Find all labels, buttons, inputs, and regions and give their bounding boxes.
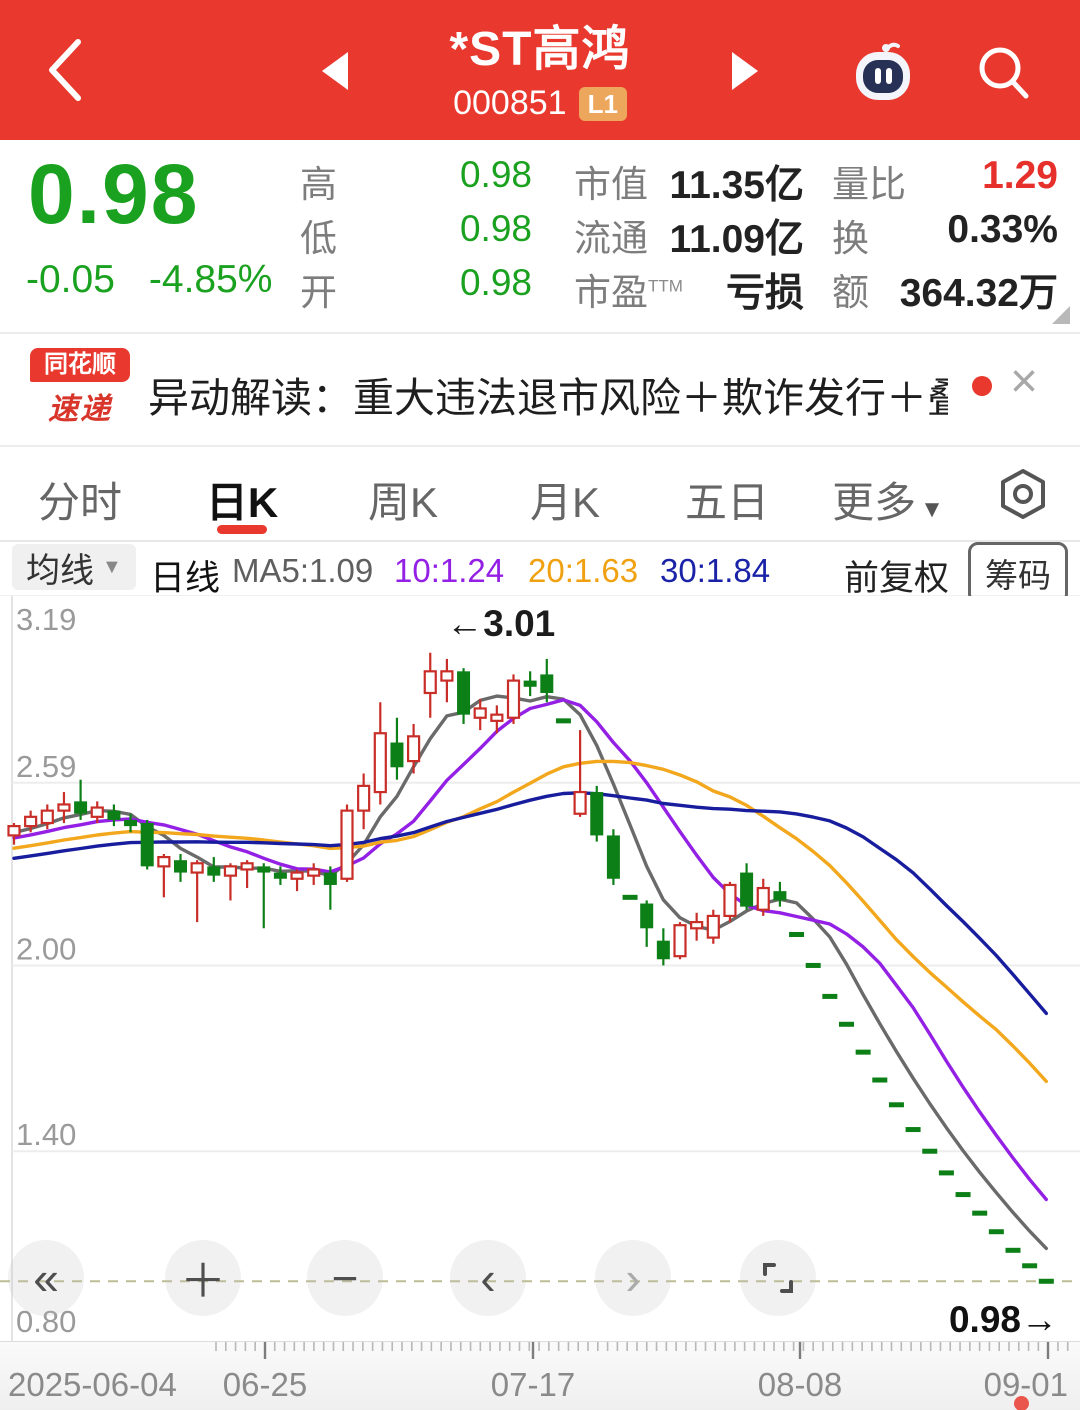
- pe-value: 亏损: [725, 272, 804, 315]
- tab-daily-k[interactable]: 日K: [205, 479, 279, 526]
- stock-title: *ST高鸿: [449, 23, 631, 76]
- svg-text:1.40: 1.40: [16, 1117, 76, 1152]
- ma5-legend: MA5:1.09: [232, 552, 374, 589]
- change-value: -0.05: [26, 258, 115, 301]
- back-icon[interactable]: [38, 34, 98, 106]
- x-axis: 2025-06-04 06-25 07-17 08-08 09-01: [0, 1341, 1080, 1410]
- svg-text:0.80: 0.80: [16, 1304, 76, 1339]
- title-block: *ST高鸿 000851 L1: [330, 24, 750, 123]
- kline-canvas[interactable]: 3.19 2.59 2.00 1.40 0.80 ←3.01 0.98→: [0, 596, 1080, 1346]
- ths-express-logo: 同花顺 速递: [30, 348, 130, 428]
- volratio-value: 1.29: [982, 154, 1058, 197]
- tab-monthly-k[interactable]: 月K: [529, 479, 601, 526]
- period-tabs: 分时 日K 周K 月K 五日 更多 ▼: [0, 447, 1080, 542]
- settings-gear-icon[interactable]: [994, 465, 1052, 523]
- adjust-mode-toggle[interactable]: 前复权: [844, 559, 950, 598]
- high-value: 0.98: [459, 154, 532, 195]
- x-tick-label: 08-08: [757, 1366, 843, 1403]
- change-percent: -4.85%: [148, 258, 273, 301]
- expand-quote-icon[interactable]: [1052, 306, 1070, 324]
- chevron-down-icon: ▼: [102, 555, 122, 578]
- marketcap-value: 11.35亿: [669, 164, 804, 207]
- svg-text:2.00: 2.00: [16, 931, 76, 966]
- ma20-legend: 20:1.63: [528, 552, 639, 589]
- period-label: 日线: [150, 559, 221, 598]
- ma10-legend: 10:1.24: [394, 552, 505, 589]
- fullscreen-button[interactable]: [740, 1240, 816, 1316]
- low-label: 低: [300, 218, 337, 259]
- tab-weekly-k[interactable]: 周K: [367, 479, 439, 526]
- svg-text:2.59: 2.59: [16, 749, 76, 784]
- quote-level-badge: L1: [578, 86, 627, 121]
- open-label: 开: [300, 272, 337, 313]
- prev-stock-icon[interactable]: [322, 52, 348, 90]
- x-tick-label: 2025-06-04: [8, 1366, 177, 1403]
- price-change: -0.05 -4.85%: [26, 258, 272, 302]
- amount-label: 额: [832, 272, 869, 313]
- next-stock-icon[interactable]: [732, 52, 758, 90]
- open-value: 0.98: [459, 262, 532, 303]
- amount-value: 364.32万: [899, 272, 1058, 315]
- news-headline[interactable]: 异动解读：重大违法退市风险＋欺诈发行＋叠...: [148, 375, 948, 421]
- news-bar[interactable]: 同花顺 速递 异动解读：重大违法退市风险＋欺诈发行＋叠... ×: [0, 336, 1080, 447]
- low-value: 0.98: [459, 208, 532, 249]
- kline-chart[interactable]: 3.19 2.59 2.00 1.40 0.80 ←3.01 0.98→ « ＋ − ‹ ›: [0, 596, 1080, 1341]
- pe-label: 市盈TTM: [574, 272, 683, 313]
- svg-text:←3.01: ←3.01: [446, 603, 555, 644]
- tab-more[interactable]: 更多 ▼: [832, 479, 944, 526]
- tab-five-day[interactable]: 五日: [684, 479, 770, 526]
- pan-right-button[interactable]: ›: [595, 1240, 671, 1316]
- chip-distribution-button[interactable]: 筹码: [968, 542, 1068, 604]
- header: *ST高鸿 000851 L1: [0, 0, 1080, 140]
- svg-text:3.19: 3.19: [16, 602, 76, 637]
- ma-selector[interactable]: 均线 ▼: [12, 544, 136, 590]
- turnover-label: 换: [832, 218, 869, 259]
- x-tick-label: 06-25: [222, 1366, 308, 1403]
- float-value: 11.09亿: [669, 218, 804, 261]
- stock-code: 000851: [453, 84, 567, 122]
- float-label: 流通: [574, 218, 648, 259]
- pan-left-button[interactable]: ‹: [450, 1240, 526, 1316]
- zoom-in-button[interactable]: ＋: [165, 1240, 241, 1316]
- volratio-label: 量比: [832, 164, 906, 205]
- turnover-value: 0.33%: [947, 208, 1058, 251]
- zoom-out-button[interactable]: −: [307, 1240, 383, 1316]
- svg-text:0.98→: 0.98→: [949, 1299, 1058, 1340]
- ai-assistant-icon[interactable]: [848, 38, 918, 108]
- ma-legend-bar: 均线 ▼ 日线 MA5:1.09 10:1.24 20:1.63 30:1.84 …: [0, 542, 1080, 604]
- unread-dot: [972, 376, 992, 396]
- rewind-button[interactable]: «: [8, 1240, 84, 1316]
- axis-ruler: [215, 1342, 1069, 1359]
- high-label: 高: [300, 164, 337, 205]
- x-tick-label: 07-17: [490, 1366, 576, 1403]
- last-price: 0.98: [28, 147, 200, 241]
- tab-fenshi[interactable]: 分时: [37, 479, 123, 526]
- active-tab-indicator: [217, 525, 267, 534]
- search-icon[interactable]: [972, 40, 1036, 104]
- quote-panel: 0.98 -0.05 -4.85% 高 0.98 低 0.98 开 0.98 市…: [0, 140, 1080, 334]
- ma30-legend: 30:1.84: [660, 552, 771, 589]
- marketcap-label: 市值: [574, 164, 648, 205]
- latest-date-dot: [1014, 1396, 1029, 1410]
- close-icon[interactable]: ×: [1010, 355, 1039, 408]
